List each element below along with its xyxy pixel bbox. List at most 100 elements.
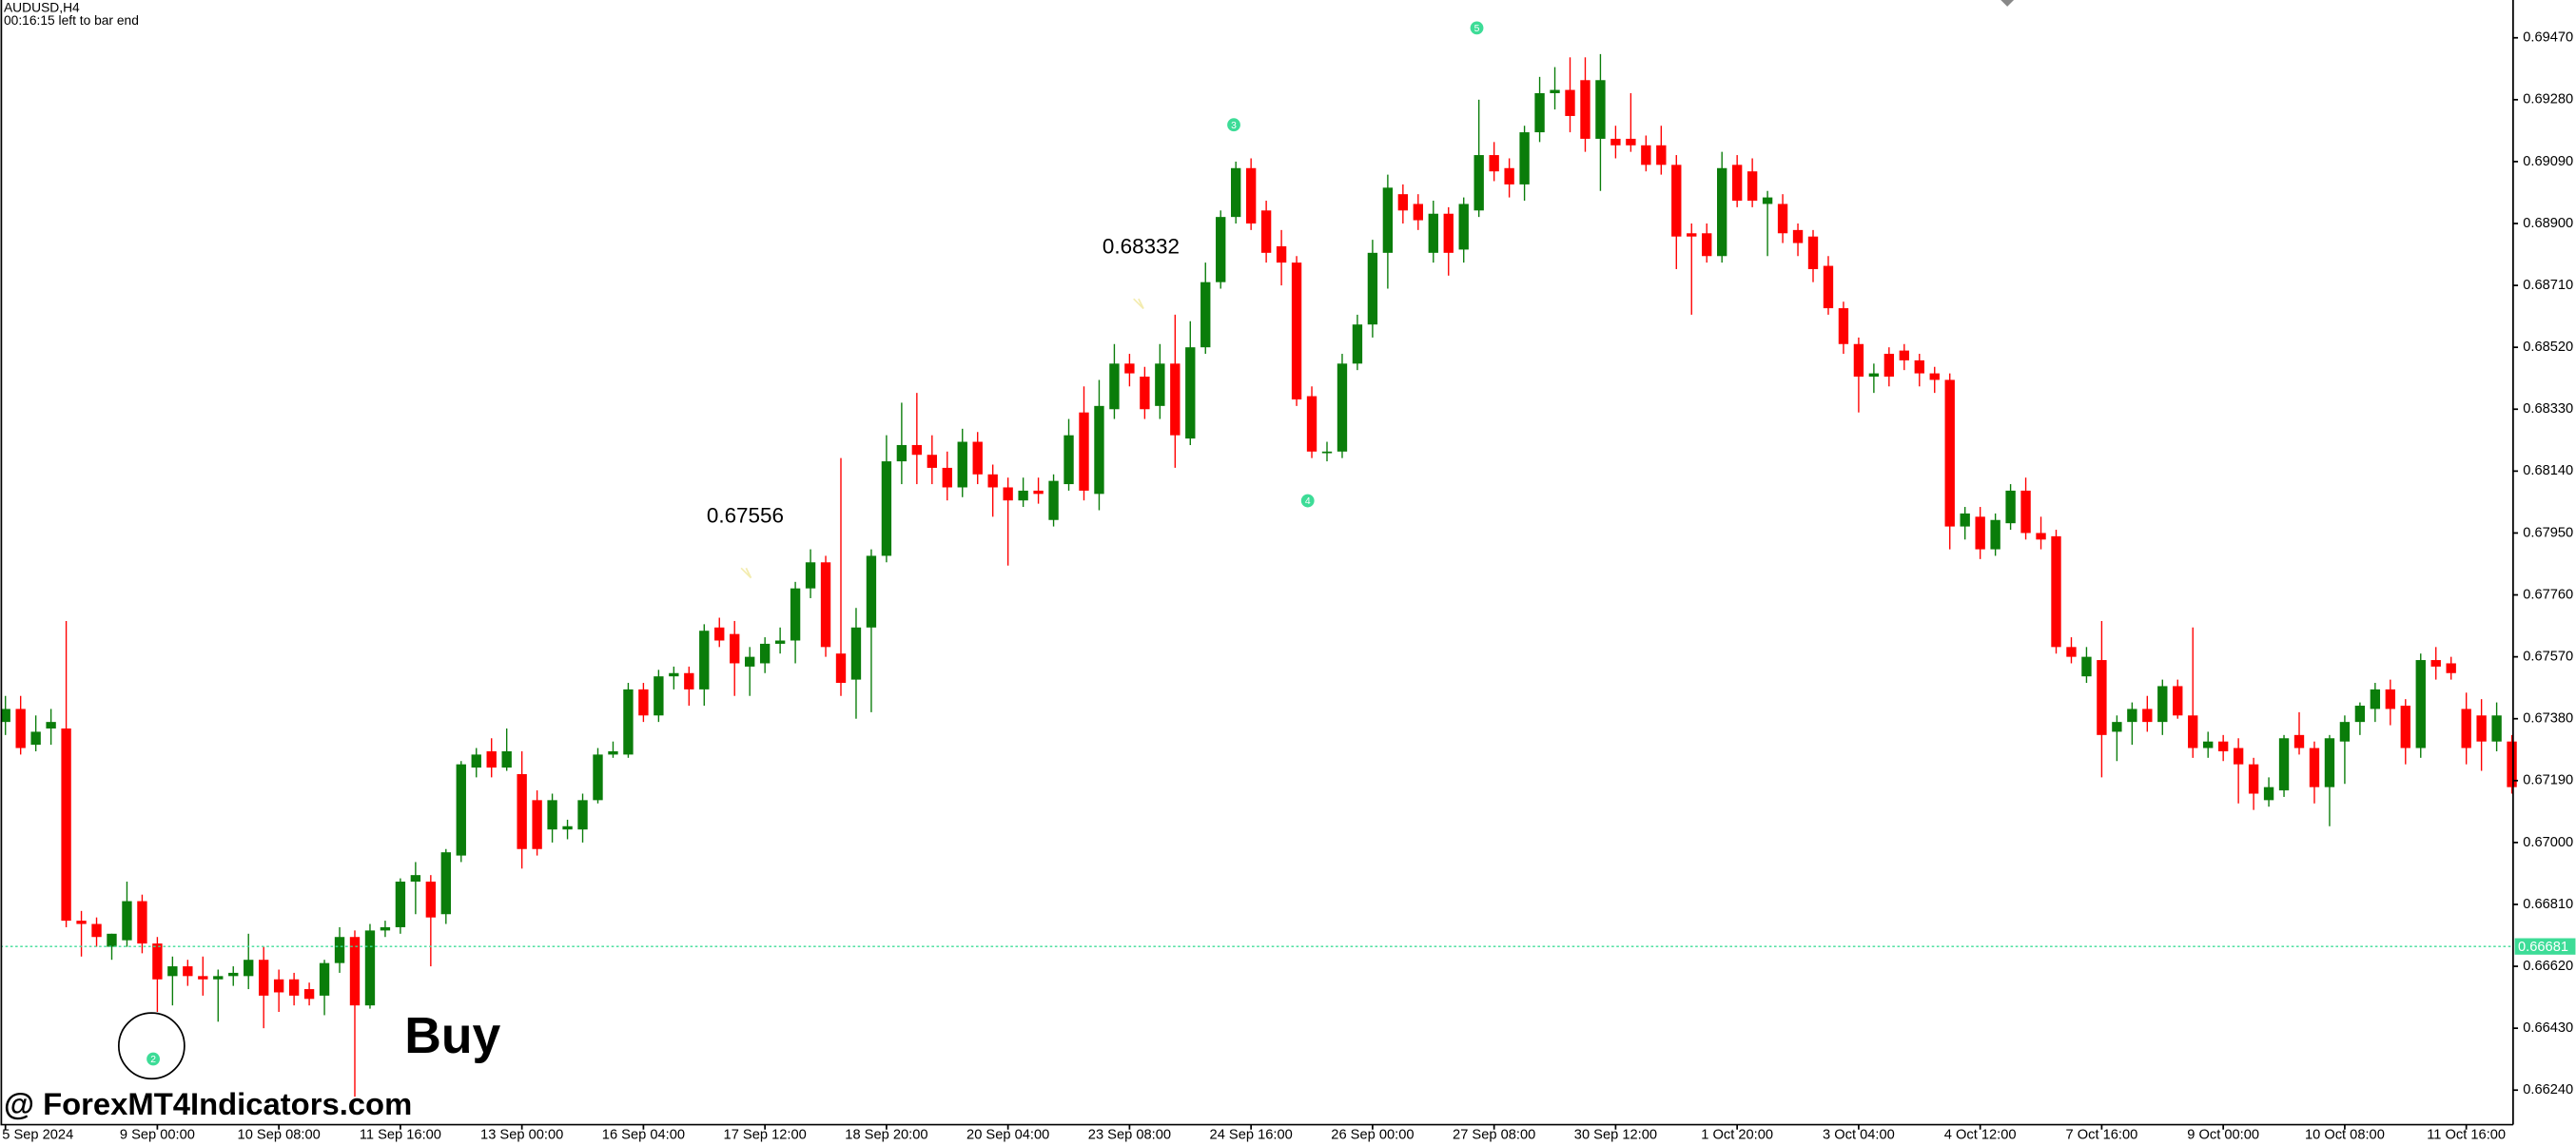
candle-body [2430,660,2441,667]
current-price-tag [2514,938,2576,955]
y-tick-label: 0.66430 [2523,1020,2573,1036]
candle-body [1610,138,1621,146]
x-tick-label: 11 Oct 16:00 [2427,1128,2506,1143]
candle-body [1519,132,1530,185]
candle-body [1003,487,1013,501]
candle-body [684,672,694,690]
candle-body [2112,722,2122,732]
y-tick-label: 0.68520 [2523,340,2573,355]
candle-body [440,852,451,915]
candle-body [1717,167,1727,257]
candle-body [866,555,877,628]
candle-body [2051,535,2061,648]
candle-body [1823,265,1834,309]
candle-body [167,966,178,977]
candle-body [91,923,102,938]
y-tick-label: 0.69470 [2523,30,2573,46]
candle-body [456,764,466,856]
candle-body [2203,741,2214,748]
candle-body [2066,647,2077,657]
candle-body [152,943,163,980]
y-tick-label: 0.68140 [2523,463,2573,478]
candle-body [562,826,573,830]
candle-body [532,800,542,849]
x-tick-label: 18 Sep 20:00 [845,1128,927,1143]
candle-body [1489,155,1499,172]
y-tick-label: 0.69280 [2523,92,2573,107]
candle-body [486,750,497,768]
x-tick-label: 10 Sep 08:00 [238,1128,321,1143]
candle-body [608,750,618,755]
candle-body [2415,660,2426,748]
candle-body [1291,262,1302,399]
candle-body [547,800,557,830]
candle-body [881,461,892,556]
candle-body [1443,213,1454,253]
candle-body [2309,748,2320,787]
candle-body [1216,217,1226,282]
x-tick-label: 24 Sep 16:00 [1210,1128,1293,1143]
wave-dot [1470,21,1484,35]
y-tick-label: 0.68330 [2523,401,2573,417]
candle-body [2339,722,2351,742]
candle-body [774,640,786,644]
candle-body [927,455,937,468]
candle-body [1306,396,1317,452]
plot-area [0,53,2517,1097]
current-price-label: 0.66681 [2518,940,2568,955]
scroll-marker [2000,0,2015,7]
candle-body [2507,741,2517,787]
x-tick-label: 23 Sep 08:00 [1088,1128,1171,1143]
highlight-circle [117,1012,185,1080]
candle-body [410,875,421,882]
candle-body [2188,715,2198,748]
candle-body [1094,405,1104,495]
candle-body [1792,229,1804,243]
candle-body [288,979,300,996]
candle-body [1565,89,1575,116]
candle-body [593,754,603,801]
candle-body [1064,435,1074,485]
candle-body [2446,663,2456,673]
candle-body [1853,343,1864,378]
candle-body [1473,155,1484,211]
candle-body [2370,689,2381,709]
candle-body [1504,167,1514,185]
candle-body [1321,451,1333,454]
price-annotation: 0.68332 [1103,235,1180,259]
x-tick-label: 30 Sep 12:00 [1574,1128,1657,1143]
x-tick-label: 16 Sep 04:00 [602,1128,685,1143]
candle-body [1276,245,1287,263]
candle-body [911,444,923,456]
candle-body [1656,145,1667,165]
candle-body [2127,709,2137,723]
candle-body [1170,363,1181,436]
timer-label: 00:16:15 left to bar end [4,12,139,28]
candle-body [1352,324,1363,364]
y-tick-label: 0.68710 [2523,278,2573,293]
candle-body [2217,741,2229,751]
candle-body [380,926,391,931]
symbol-label: AUDUSD,H4 [4,0,80,14]
candle-body [2020,490,2031,534]
wave-label: 4 [1305,496,1311,507]
candle-body [273,979,284,993]
candle-body [2005,490,2016,524]
candle-body [2400,706,2410,748]
candle-body [1550,89,1560,93]
candle-body [137,901,147,944]
candle-body [1033,490,1044,495]
candle-body [699,631,710,690]
candle-body [334,937,345,963]
candle-body [1747,171,1758,202]
candle-body [1777,204,1788,234]
arrow-icon [740,567,752,579]
candle-body [759,643,771,664]
candle-body [15,709,26,748]
y-tick-label: 0.67190 [2523,773,2573,788]
candle-body [228,972,239,977]
candle-body [987,474,998,488]
candle-body [1944,379,1955,527]
